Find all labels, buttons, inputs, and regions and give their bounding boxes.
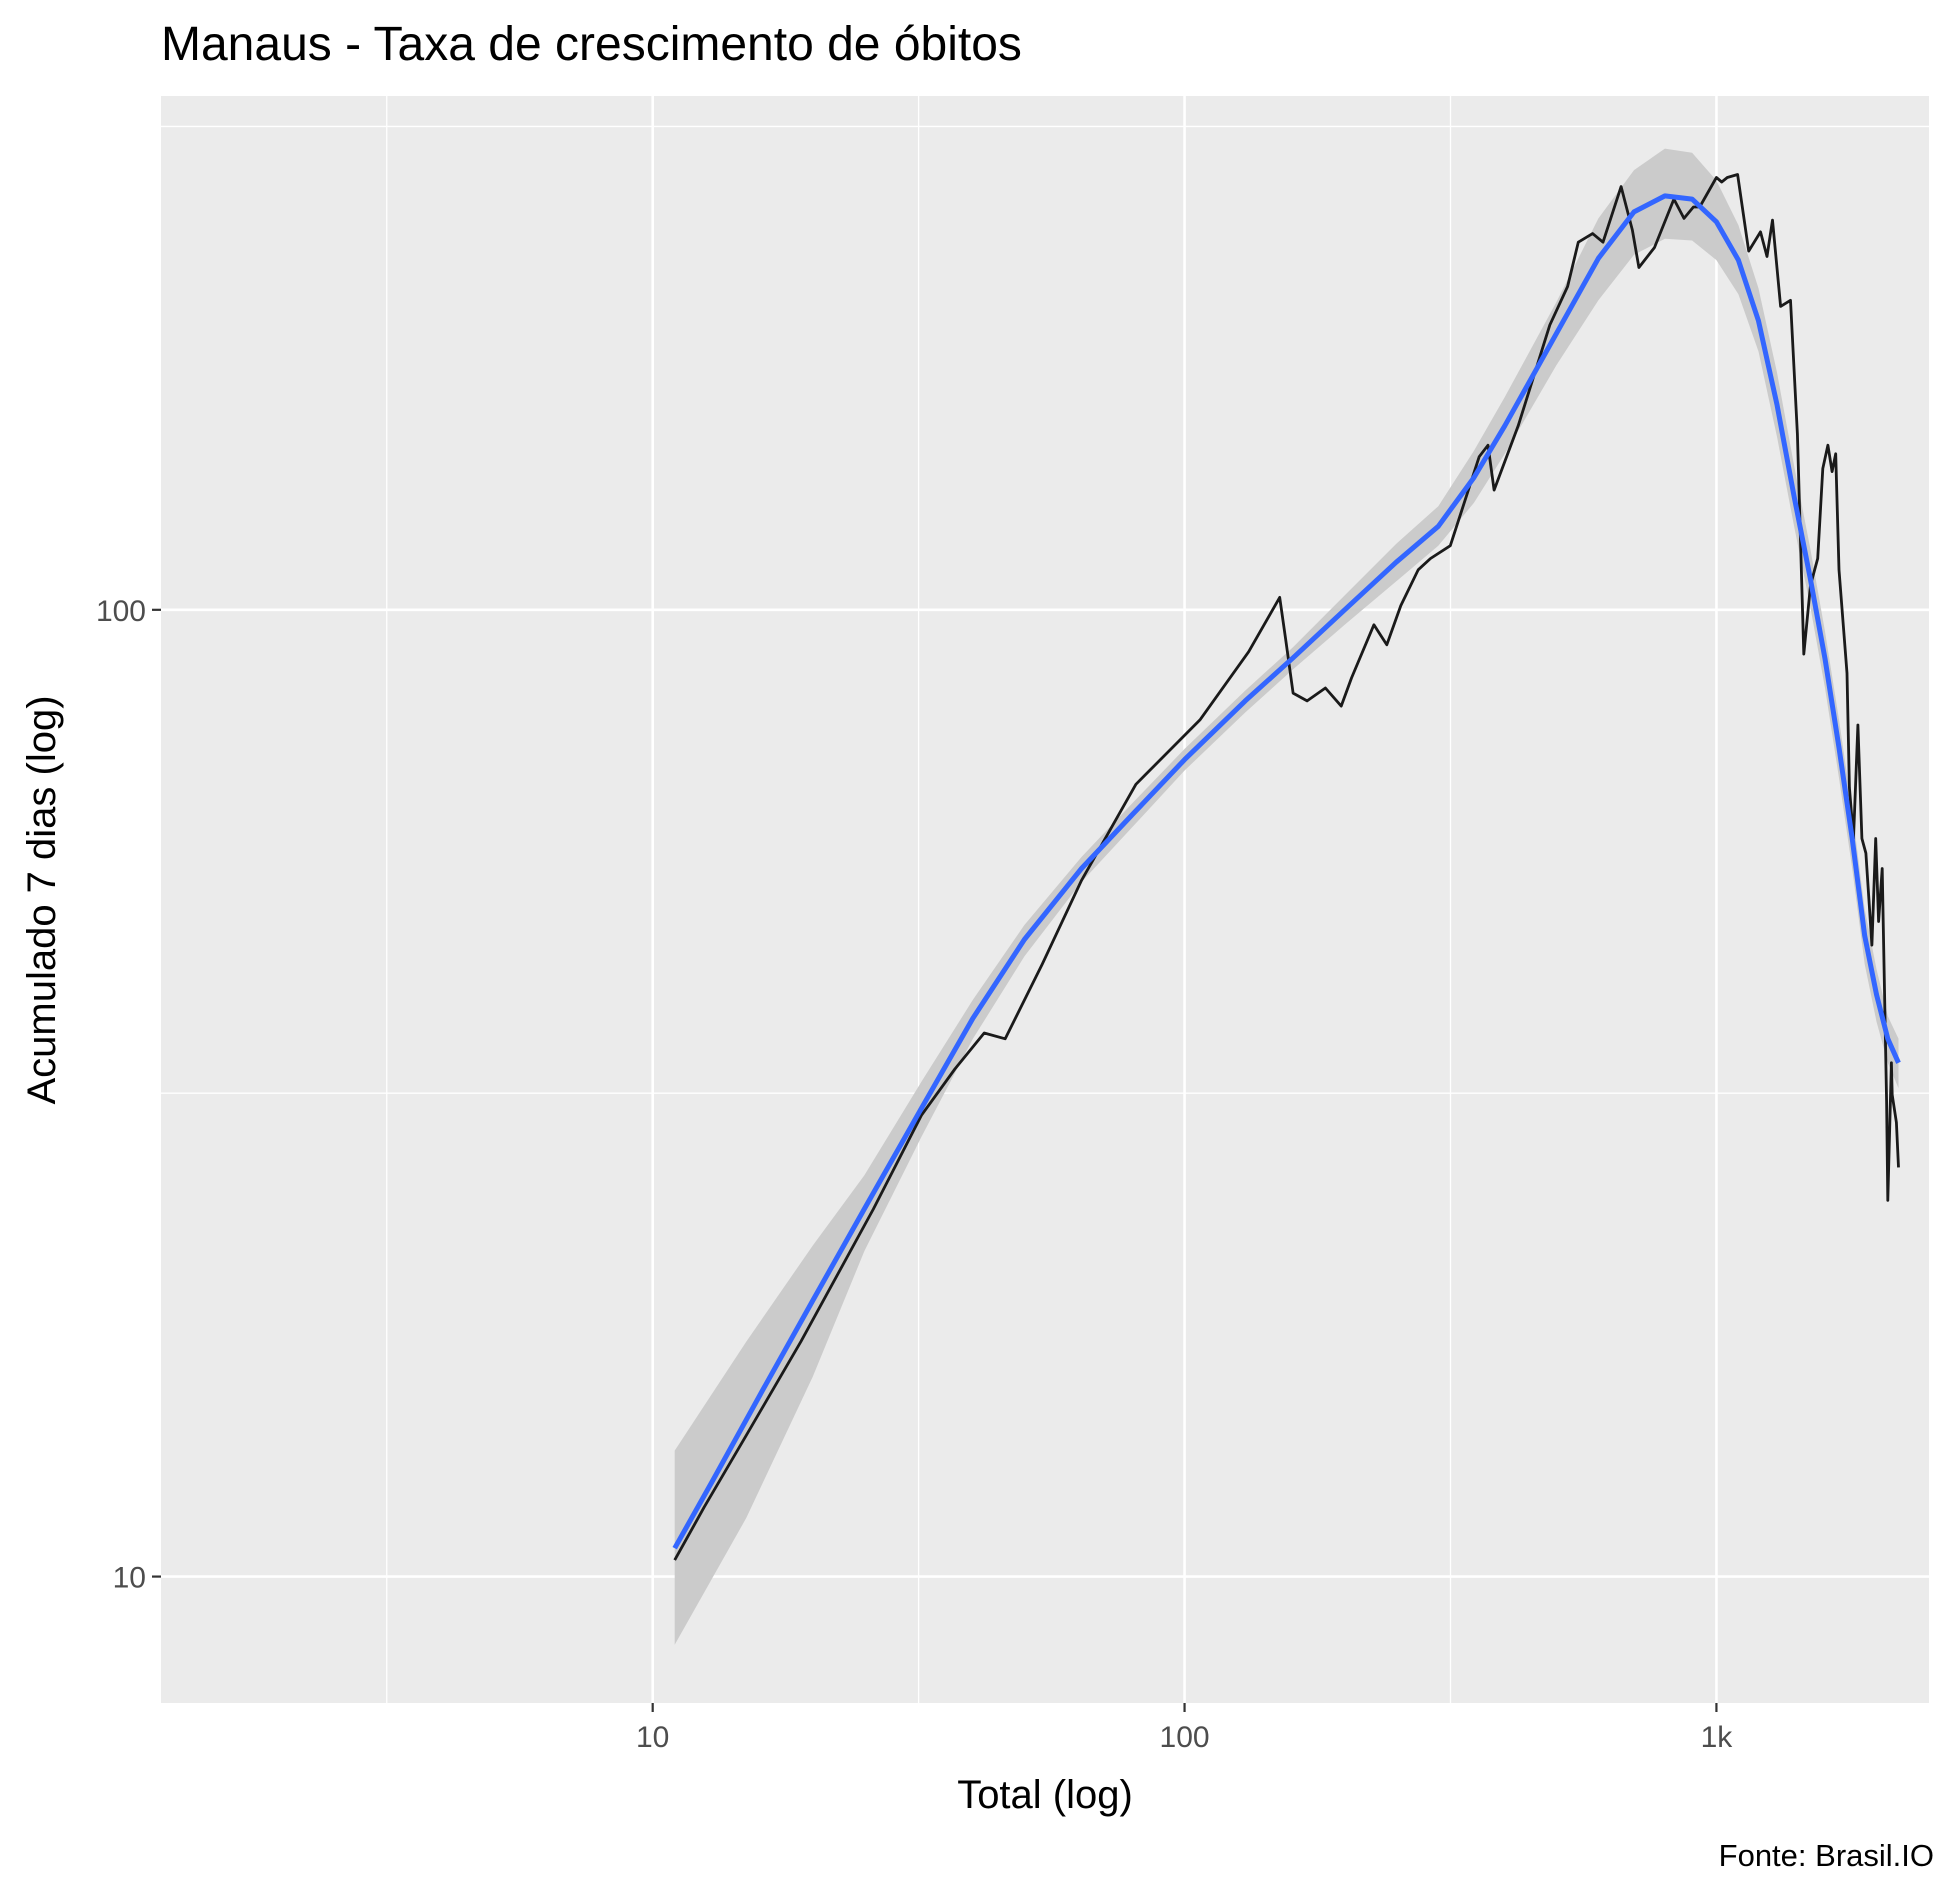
x-axis-title: Total (log) [957, 1773, 1133, 1817]
y-axis-title: Acumulado 7 dias (log) [20, 695, 64, 1104]
minor-gridlines [161, 96, 1929, 1703]
major-gridlines [161, 96, 1929, 1703]
plot-panel [161, 96, 1929, 1703]
y-tick-label: 10 [113, 1562, 146, 1595]
x-axis-ticks: 10 100 1k [636, 1703, 1733, 1754]
x-tick-label: 100 [1160, 1721, 1210, 1754]
y-tick-label: 100 [96, 595, 146, 628]
x-tick-label: 10 [636, 1721, 669, 1754]
caption: Fonte: Brasil.IO [1719, 1838, 1934, 1873]
y-axis-ticks: 10 100 [96, 595, 161, 1595]
chart-title: Manaus - Taxa de crescimento de óbitos [161, 18, 1022, 71]
x-tick-label: 1k [1701, 1721, 1734, 1754]
smooth-trend-line [672, 193, 1901, 1550]
